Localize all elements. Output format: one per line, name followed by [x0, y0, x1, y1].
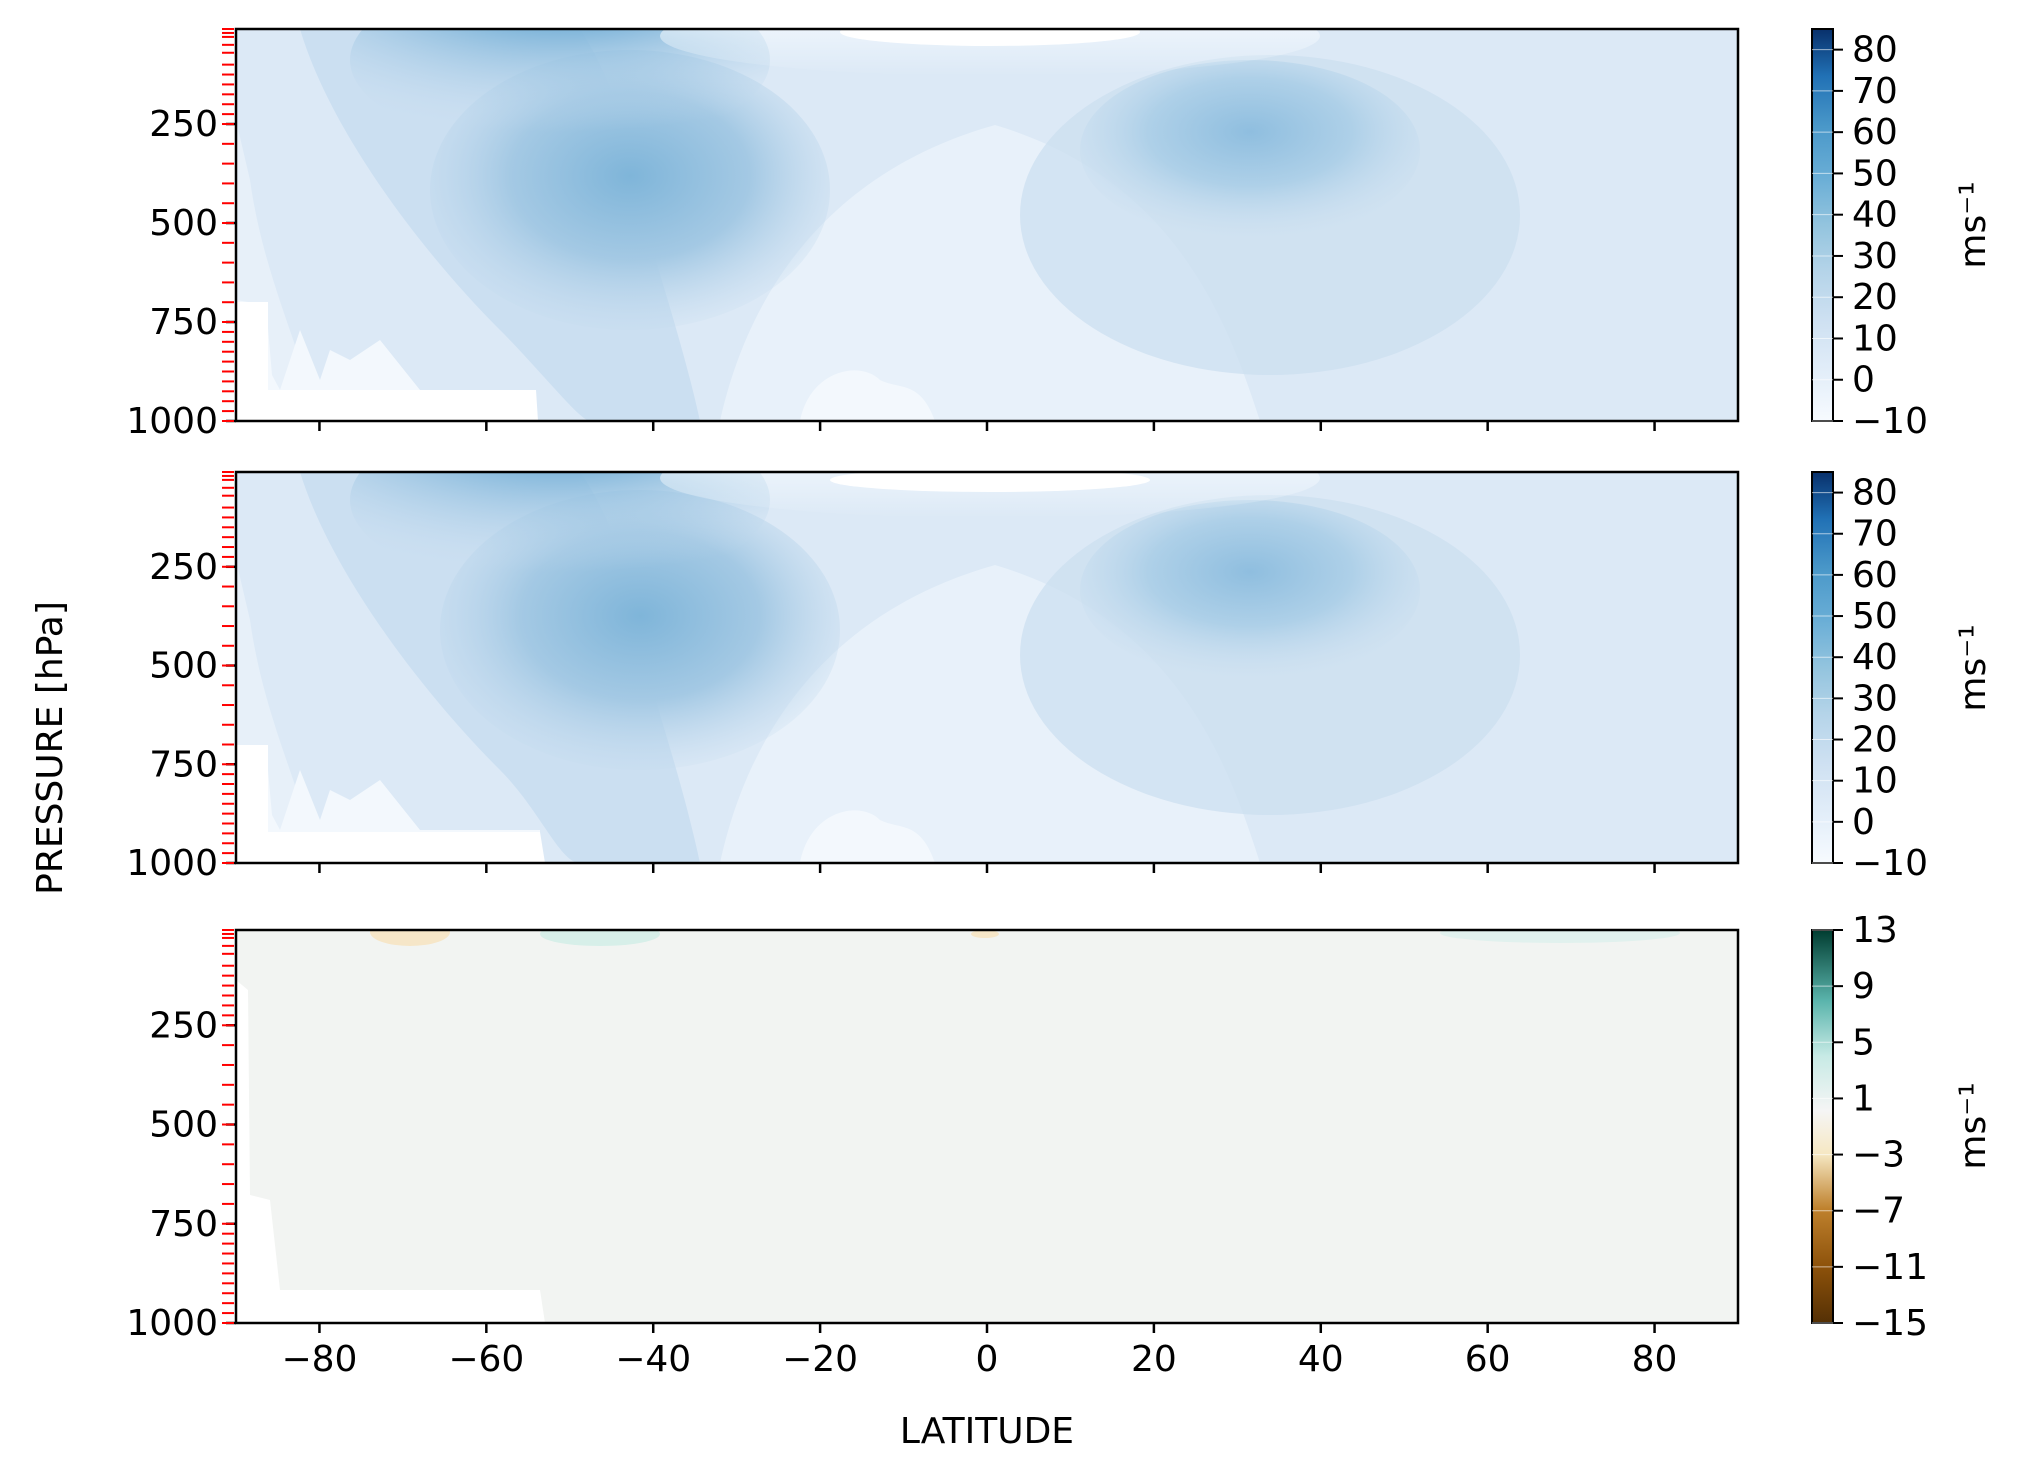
x-tick-label: 0	[976, 1339, 999, 1380]
y-tick-label: 500	[149, 646, 218, 687]
colorbar-tick-label: 40	[1852, 637, 1898, 678]
panel-middle-axes: 250 500 750 1000	[126, 471, 1656, 884]
y-tick-label: 500	[149, 203, 218, 244]
colorbar-tick-label: 20	[1852, 277, 1898, 318]
colorbar-tick-label: −10	[1852, 401, 1928, 442]
y-tick-label: 750	[149, 302, 218, 343]
colorbar-tick-label: 40	[1852, 195, 1898, 236]
colorbar-tick-label: 10	[1852, 761, 1898, 802]
colorbar-tick-label: 30	[1852, 236, 1898, 277]
colorbar-tick-label: 70	[1852, 514, 1898, 555]
colorbar-tick-label: 1	[1852, 1078, 1875, 1119]
x-tick-label: −60	[448, 1339, 524, 1380]
y-tick-label: 750	[149, 1204, 218, 1245]
colorbar-tick-label: 60	[1852, 112, 1898, 153]
x-tick-label: 40	[1298, 1339, 1344, 1380]
y-tick-label: 500	[149, 1105, 218, 1146]
colorbar-tick-label: 60	[1852, 555, 1898, 596]
colorbar-tick-label: 20	[1852, 720, 1898, 761]
x-tick-label: −20	[782, 1339, 858, 1380]
colorbar-tick-label: 10	[1852, 318, 1898, 359]
x-tick-label: 80	[1632, 1339, 1678, 1380]
y-tick-label: 250	[149, 104, 218, 145]
y-tick-label: 1000	[126, 843, 218, 884]
colorbar-tick-label: −10	[1852, 843, 1928, 884]
x-tick-label: −40	[615, 1339, 691, 1380]
x-tick-label: −80	[281, 1339, 357, 1380]
y-tick-label: 1000	[126, 401, 218, 442]
panel-bottom-axes: 250 500 750 1000 −80 −60 −40 −20 0 20 40 60 80	[126, 929, 1678, 1380]
panel-top-field	[236, 29, 1738, 421]
colorbar-top-label: ms⁻¹	[1953, 181, 1994, 268]
colorbar-tick-label: 80	[1852, 473, 1898, 514]
y-tick-label: 1000	[126, 1303, 218, 1344]
colorbar-bottom-label: ms⁻¹	[1953, 1082, 1994, 1169]
x-tick-label: 20	[1131, 1339, 1177, 1380]
y-axis-label: PRESSURE [hPa]	[30, 601, 71, 895]
y-tick-label: 750	[149, 744, 218, 785]
y-tick-label: 250	[149, 1005, 218, 1046]
colorbar-tick-label: 0	[1852, 360, 1875, 401]
colorbar-tick-label: 0	[1852, 802, 1875, 843]
colorbar-tick-label: 30	[1852, 678, 1898, 719]
x-axis-label: LATITUDE	[900, 1411, 1074, 1452]
colorbar-tick-label: 50	[1852, 153, 1898, 194]
x-tick-label: 60	[1465, 1339, 1511, 1380]
colorbar-tick-label: 9	[1852, 966, 1875, 1007]
colorbar-tick-label: 70	[1852, 71, 1898, 112]
colorbar-tick-label: 13	[1852, 910, 1898, 951]
colorbar-tick-label: 50	[1852, 596, 1898, 637]
colorbar-tick-label: 80	[1852, 30, 1898, 71]
panel-middle: 250 500 750 1000	[126, 470, 1740, 884]
colorbar-tick-label: −15	[1852, 1303, 1928, 1344]
panel-top: 250 500 750 1000	[126, 27, 1740, 442]
panel-middle-field	[236, 472, 1738, 863]
colorbar-tick-label: −11	[1852, 1247, 1928, 1288]
colorbar-tick-label: 5	[1852, 1022, 1875, 1063]
panel-bottom: 250 500 750 1000 −80 −60 −40 −20 0 20 40 60 80	[126, 928, 1740, 1380]
panel-bottom-field	[236, 930, 1738, 1323]
colorbar-tick-label: −3	[1852, 1135, 1905, 1176]
colorbar-bottom: −15 −11 −7 −3 1 5 9 13 ms⁻¹	[1811, 910, 1994, 1344]
y-tick-label: 250	[149, 547, 218, 588]
colorbar-tick-label: −7	[1852, 1191, 1905, 1232]
panel-top-axes: 250 500 750 1000	[126, 28, 1656, 442]
colorbar-middle-label: ms⁻¹	[1953, 624, 1994, 711]
